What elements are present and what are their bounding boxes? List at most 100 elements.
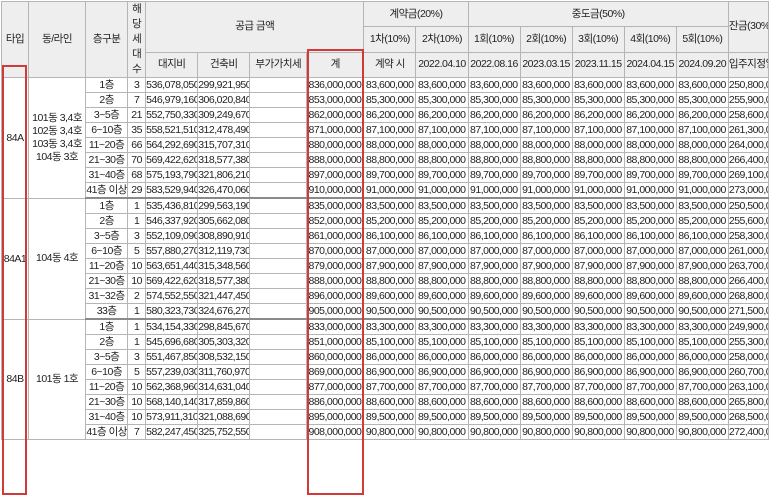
table-row: 2층 1 546,337,920 305,662,080 852,000,000 85,2…	[2, 213, 770, 229]
middle-2-cell: 91,000,000	[519, 182, 573, 199]
table-row: 41층 이상 7 582,247,450 325,752,550 908,000,000…	[2, 424, 770, 440]
middle-2-cell: 86,900,000	[519, 364, 573, 380]
dong-line-cell: 104동 4호	[28, 197, 87, 320]
middle-3-cell: 86,900,000	[571, 364, 625, 380]
total-price-cell: 886,000,000	[306, 394, 365, 410]
middle-4-cell: 91,000,000	[623, 182, 677, 199]
units-cell: 2	[127, 288, 147, 304]
land-cost-cell: 552,750,330	[145, 107, 199, 123]
middle-4-cell: 88,800,000	[623, 152, 677, 168]
vat-cell	[249, 107, 308, 123]
middle-4-cell: 85,200,000	[623, 213, 677, 229]
table-row: 31~40층 68 575,193,790 321,806,210 897,000,00…	[2, 167, 770, 183]
middle-3-cell: 88,600,000	[571, 394, 625, 410]
middle-1-cell: 87,900,000	[467, 258, 521, 274]
middle-1-cell: 89,700,000	[467, 167, 521, 183]
middle-5-cell: 89,500,000	[675, 409, 729, 425]
land-cost-cell: 569,422,620	[145, 273, 199, 289]
middle-1-cell: 85,100,000	[467, 334, 521, 350]
total-price-cell: 860,000,000	[306, 349, 365, 365]
middle-5-cell: 83,600,000	[675, 77, 729, 93]
units-cell: 1	[127, 303, 147, 320]
contract-2-cell: 91,000,000	[415, 182, 469, 199]
middle-5-cell: 91,000,000	[675, 182, 729, 199]
balance-cell: 268,800,000	[727, 288, 770, 304]
middle-2-cell: 89,600,000	[519, 288, 573, 304]
middle-3-cell: 90,500,000	[571, 303, 625, 320]
balance-cell: 268,500,000	[727, 409, 770, 425]
middle-2-cell: 87,900,000	[519, 258, 573, 274]
land-cost-cell: 574,552,550	[145, 288, 199, 304]
header-contract: 계약금(20%)	[363, 0, 469, 28]
vat-cell	[249, 122, 308, 138]
floor-cell: 3~5층	[85, 228, 129, 244]
table-row: 11~20층 10 563,651,440 315,348,560 879,000,00…	[2, 258, 770, 274]
middle-5-cell: 89,700,000	[675, 167, 729, 183]
balance-cell: 261,000,000	[727, 243, 770, 259]
middle-5-cell: 83,500,000	[675, 197, 729, 214]
building-cost-cell: 311,760,970	[197, 364, 251, 380]
middle-1-cell: 85,300,000	[467, 92, 521, 108]
building-cost-cell: 317,859,860	[197, 394, 251, 410]
balance-cell: 258,000,000	[727, 349, 770, 365]
middle-1-cell: 87,100,000	[467, 122, 521, 138]
contract-2-cell: 88,800,000	[415, 273, 469, 289]
contract-2-cell: 86,200,000	[415, 107, 469, 123]
contract-1-cell: 85,200,000	[363, 213, 417, 229]
middle-3-cell: 90,800,000	[571, 424, 625, 440]
building-cost-cell: 326,470,060	[197, 182, 251, 199]
contract-2-cell: 86,000,000	[415, 349, 469, 365]
building-cost-cell: 305,662,080	[197, 213, 251, 229]
table-row: 11~20층 10 562,368,960 314,631,040 877,000,00…	[2, 379, 770, 395]
contract-2-cell: 88,600,000	[415, 394, 469, 410]
header-middle-4: 4회(10%)	[623, 26, 677, 53]
units-cell: 1	[127, 334, 147, 350]
total-price-cell: 880,000,000	[306, 137, 365, 153]
vat-cell	[249, 213, 308, 229]
building-cost-cell: 308,532,150	[197, 349, 251, 365]
table-row: 3~5층 21 552,750,330 309,249,670 862,000,000 8…	[2, 107, 770, 123]
middle-4-cell: 86,100,000	[623, 228, 677, 244]
vat-cell	[249, 77, 308, 93]
floor-cell: 2층	[85, 334, 129, 350]
balance-cell: 249,900,000	[727, 318, 770, 335]
contract-2-cell: 85,100,000	[415, 334, 469, 350]
contract-2-cell: 90,800,000	[415, 424, 469, 440]
middle-1-cell: 88,800,000	[467, 273, 521, 289]
vat-cell	[249, 258, 308, 274]
table-row: 2층 7 546,979,160 306,020,840 853,000,000 85,3…	[2, 92, 770, 108]
table-body: 84A 101동 3,4호 102동 3,4호 103동 3,4호 104동 3호…	[0, 77, 770, 440]
units-cell: 68	[127, 167, 147, 183]
balance-cell: 250,800,000	[727, 77, 770, 93]
contract-2-cell: 85,300,000	[415, 92, 469, 108]
middle-4-cell: 83,300,000	[623, 318, 677, 335]
contract-2-cell: 86,100,000	[415, 228, 469, 244]
balance-cell: 265,800,000	[727, 394, 770, 410]
middle-4-cell: 89,500,000	[623, 409, 677, 425]
contract-2-cell: 89,500,000	[415, 409, 469, 425]
middle-2-cell: 86,000,000	[519, 349, 573, 365]
middle-4-cell: 88,000,000	[623, 137, 677, 153]
header-middle-2: 2회(10%)	[519, 26, 573, 53]
units-cell: 10	[127, 409, 147, 425]
units-cell: 10	[127, 379, 147, 395]
header-supply-price: 공급 금액	[145, 1, 365, 53]
header-middle-3-date: 2023.11.15	[571, 51, 625, 79]
table-row: 3~5층 3 552,109,090 308,890,910 861,000,000 86…	[2, 228, 770, 244]
floor-cell: 11~20층	[85, 137, 129, 153]
contract-2-cell: 87,100,000	[415, 122, 469, 138]
floor-cell: 31~40층	[85, 167, 129, 183]
land-cost-cell: 558,521,510	[145, 122, 199, 138]
land-cost-cell: 582,247,450	[145, 424, 199, 440]
building-cost-cell: 318,577,380	[197, 273, 251, 289]
land-cost-cell: 552,109,090	[145, 228, 199, 244]
table-row: 2층 1 545,696,680 305,303,320 851,000,000 85,1…	[2, 334, 770, 350]
total-price-cell: 851,000,000	[306, 334, 365, 350]
header-balance: 잔금(30%)	[727, 1, 770, 53]
land-cost-cell: 536,078,050	[145, 77, 199, 93]
balance-cell: 273,000,000	[727, 182, 770, 199]
middle-2-cell: 89,700,000	[519, 167, 573, 183]
floor-cell: 3~5층	[85, 349, 129, 365]
middle-4-cell: 86,900,000	[623, 364, 677, 380]
contract-1-cell: 83,500,000	[363, 197, 417, 214]
